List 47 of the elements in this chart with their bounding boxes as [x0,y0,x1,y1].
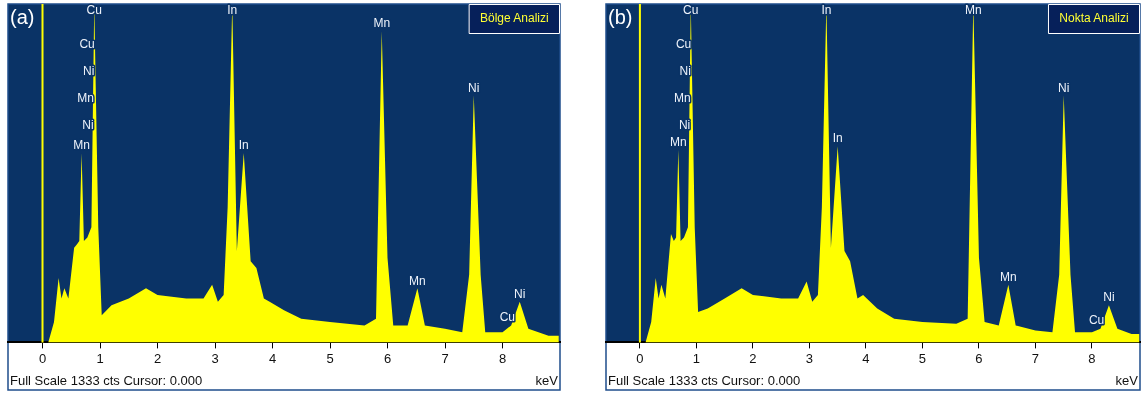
x-axis-title: keV [1115,373,1139,389]
x-axis-title: keV [535,373,559,389]
x-tick-label: 6 [383,350,392,366]
annotation: In [832,131,843,146]
annotation: Mn [964,3,982,18]
annotation: Mn [73,138,90,153]
text: Full Scale 1333 cts Cursor: 0.000 [608,373,801,389]
x-tick-label: 8 [1088,350,1096,366]
annotation: Cu [683,3,699,18]
text: Full Scale 1333 cts Cursor: 0.000 [10,373,203,389]
x-tick-label: 7 [441,350,449,366]
x-tick-label: 4 [268,350,277,366]
annotation: In [821,3,832,18]
annotation: Cu [1088,313,1105,328]
annotation: Mn [1000,270,1017,285]
chart-title: (a) [10,5,35,28]
annotation: In [238,138,249,153]
chart-title: (b) [608,5,633,28]
x-tick-label: 1 [96,350,104,366]
x-tick-label: 7 [1031,350,1040,366]
annotation: Cu [86,3,102,18]
x-tick-label: 3 [211,350,219,366]
x-tick-label: 3 [805,350,814,366]
x-tick-label: 0 [636,350,644,366]
text: Bölge Analizi [479,11,549,26]
annotation: Ni [514,287,526,302]
annotation: In [227,3,238,18]
x-tick-label: 0 [38,350,47,366]
x-tick-label: 5 [918,350,927,366]
x-tick-label: 2 [153,350,162,366]
annotation: Cu [79,36,95,51]
annotation: Mn [373,16,391,31]
x-tick-label: 2 [749,350,757,366]
annotation: Ni [1058,80,1070,95]
x-tick-label: 1 [692,350,701,366]
annotation: Cu [499,310,515,325]
annotation: Mn [673,91,691,106]
annotation: Ni [82,118,94,133]
text: Nokta Analizi [1059,11,1129,26]
x-tick-label: 8 [498,350,507,366]
annotation: Mn [669,134,687,149]
x-tick-label: 6 [975,350,983,366]
x-tick-label: 5 [326,350,334,366]
annotation: Mn [409,273,426,288]
x-tick-label: 4 [862,350,870,366]
annotation: Ni [1103,290,1115,305]
annotation: Ni [468,80,480,95]
